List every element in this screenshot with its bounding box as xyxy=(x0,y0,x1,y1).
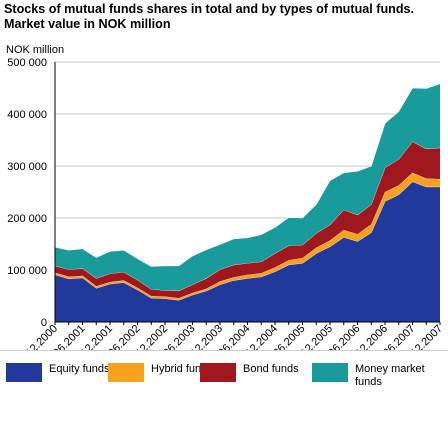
legend-swatch-bond xyxy=(200,363,236,382)
legend-label-hybrid: Hybrid funds xyxy=(151,363,213,375)
area-series-equity-funds xyxy=(55,181,440,322)
chart-title-line-2: Market value in NOK million xyxy=(4,17,171,31)
y-tick-label: 100 000 xyxy=(7,265,47,277)
legend-label-money-market: Money market funds xyxy=(355,363,425,388)
area-series-edge-money-market-funds xyxy=(54,83,441,267)
legend-label-bond: Bond funds xyxy=(243,363,299,375)
y-tick-label: 0 xyxy=(41,317,47,329)
area-series-bond-funds xyxy=(55,141,440,299)
y-tick-label: 300 000 xyxy=(7,161,47,173)
y-axis-unit-label: NOK million xyxy=(6,44,65,56)
chart-title: Stocks of mutual funds shares in total a… xyxy=(4,2,446,32)
stacked-area-chart: 0 100 000 200 000 300 000 400 000 500 000 31.1… xyxy=(7,57,445,350)
x-tick-label: 31.12.2000 xyxy=(13,323,60,350)
legend-label-equity: Equity funds xyxy=(49,363,110,375)
legend-swatch-money-market xyxy=(312,363,348,382)
legend-swatch-hybrid xyxy=(108,363,144,382)
legend: Equity funds Hybrid funds Bond funds Mon… xyxy=(0,350,448,421)
y-tick-label: 500 000 xyxy=(7,57,47,69)
y-tick-label: 200 000 xyxy=(7,213,47,225)
chart-title-line-1: Stocks of mutual funds shares in total a… xyxy=(4,2,415,16)
area-series-money-market-funds xyxy=(55,83,440,291)
y-tick-label: 400 000 xyxy=(7,109,47,121)
legend-swatch-equity xyxy=(6,363,42,382)
